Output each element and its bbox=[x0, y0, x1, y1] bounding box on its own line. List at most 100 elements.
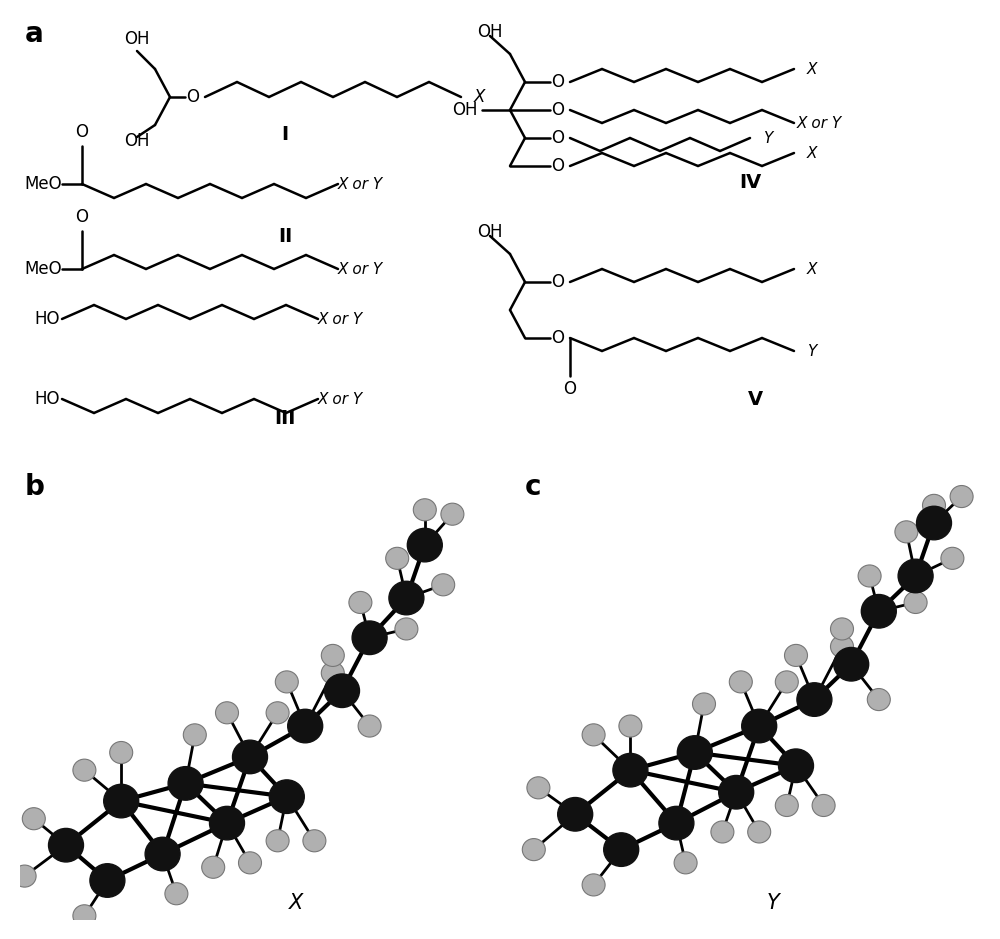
Text: MeO: MeO bbox=[24, 175, 62, 193]
Circle shape bbox=[321, 644, 344, 667]
Circle shape bbox=[386, 547, 409, 569]
Circle shape bbox=[13, 865, 36, 887]
Text: OH: OH bbox=[124, 30, 150, 48]
Circle shape bbox=[898, 560, 933, 593]
Circle shape bbox=[522, 839, 545, 861]
Text: OH: OH bbox=[477, 223, 503, 241]
Circle shape bbox=[729, 670, 752, 693]
Circle shape bbox=[349, 592, 372, 613]
Circle shape bbox=[216, 701, 239, 724]
Circle shape bbox=[748, 821, 771, 843]
Circle shape bbox=[922, 494, 946, 516]
Circle shape bbox=[266, 830, 289, 852]
Text: X or Y: X or Y bbox=[337, 177, 383, 192]
Circle shape bbox=[22, 808, 45, 830]
Text: a: a bbox=[25, 20, 44, 48]
Text: c: c bbox=[525, 473, 542, 501]
Text: MeO: MeO bbox=[24, 260, 62, 278]
Text: II: II bbox=[278, 227, 292, 246]
Text: V: V bbox=[747, 390, 763, 408]
Text: OH: OH bbox=[452, 101, 478, 119]
Circle shape bbox=[165, 883, 188, 905]
Circle shape bbox=[830, 636, 854, 657]
Circle shape bbox=[858, 565, 881, 587]
Text: X or Y: X or Y bbox=[317, 392, 363, 407]
Circle shape bbox=[233, 740, 267, 774]
Text: O: O bbox=[76, 123, 88, 141]
Text: Y: Y bbox=[767, 893, 779, 913]
Circle shape bbox=[145, 838, 180, 870]
Circle shape bbox=[210, 807, 244, 839]
Circle shape bbox=[895, 521, 918, 543]
Text: III: III bbox=[274, 409, 296, 428]
Circle shape bbox=[917, 506, 951, 540]
Text: O: O bbox=[552, 73, 564, 91]
Text: O: O bbox=[563, 380, 576, 398]
Circle shape bbox=[867, 688, 890, 711]
Text: O: O bbox=[552, 157, 564, 175]
Circle shape bbox=[352, 621, 387, 654]
Circle shape bbox=[441, 503, 464, 525]
Circle shape bbox=[303, 830, 326, 852]
Circle shape bbox=[321, 662, 344, 685]
Circle shape bbox=[711, 821, 734, 843]
Text: X or Y: X or Y bbox=[337, 261, 383, 276]
Circle shape bbox=[742, 709, 777, 743]
Circle shape bbox=[604, 833, 639, 867]
Text: O: O bbox=[552, 273, 564, 291]
Circle shape bbox=[389, 581, 424, 615]
Circle shape bbox=[407, 529, 442, 562]
Circle shape bbox=[834, 648, 869, 681]
Circle shape bbox=[775, 794, 798, 817]
Circle shape bbox=[413, 499, 436, 521]
Circle shape bbox=[719, 776, 754, 809]
Circle shape bbox=[797, 683, 832, 716]
Text: I: I bbox=[281, 125, 289, 144]
Circle shape bbox=[202, 856, 225, 878]
Circle shape bbox=[779, 749, 813, 782]
Circle shape bbox=[659, 807, 694, 839]
Text: X: X bbox=[807, 146, 817, 161]
Circle shape bbox=[775, 670, 798, 693]
Text: OH: OH bbox=[477, 23, 503, 41]
Circle shape bbox=[90, 864, 125, 898]
Circle shape bbox=[784, 644, 808, 667]
Text: O: O bbox=[552, 101, 564, 119]
Text: Y: Y bbox=[763, 131, 773, 146]
Circle shape bbox=[325, 674, 359, 707]
Circle shape bbox=[168, 766, 203, 800]
Circle shape bbox=[904, 592, 927, 613]
Circle shape bbox=[527, 777, 550, 799]
Circle shape bbox=[288, 709, 323, 743]
Circle shape bbox=[104, 784, 139, 818]
Circle shape bbox=[613, 753, 648, 787]
Text: O: O bbox=[76, 208, 88, 226]
Text: Y: Y bbox=[807, 344, 817, 359]
Text: X or Y: X or Y bbox=[796, 115, 842, 131]
Text: HO: HO bbox=[34, 310, 60, 328]
Circle shape bbox=[275, 670, 298, 693]
Circle shape bbox=[110, 742, 133, 763]
Circle shape bbox=[830, 618, 854, 640]
Circle shape bbox=[73, 905, 96, 927]
Text: O: O bbox=[552, 329, 564, 347]
Circle shape bbox=[395, 618, 418, 640]
Circle shape bbox=[582, 724, 605, 746]
Circle shape bbox=[239, 852, 262, 874]
Text: X: X bbox=[473, 88, 485, 106]
Circle shape bbox=[812, 794, 835, 817]
Circle shape bbox=[269, 780, 304, 813]
Text: O: O bbox=[552, 129, 564, 147]
Text: X: X bbox=[807, 261, 817, 276]
Circle shape bbox=[941, 547, 964, 569]
Text: X: X bbox=[807, 61, 817, 76]
Text: IV: IV bbox=[739, 173, 761, 192]
Text: X or Y: X or Y bbox=[317, 312, 363, 327]
Circle shape bbox=[674, 852, 697, 874]
Text: O: O bbox=[187, 88, 200, 106]
Circle shape bbox=[861, 594, 896, 628]
Circle shape bbox=[266, 701, 289, 724]
Circle shape bbox=[183, 724, 206, 746]
Text: b: b bbox=[25, 473, 45, 501]
Text: HO: HO bbox=[34, 390, 60, 408]
